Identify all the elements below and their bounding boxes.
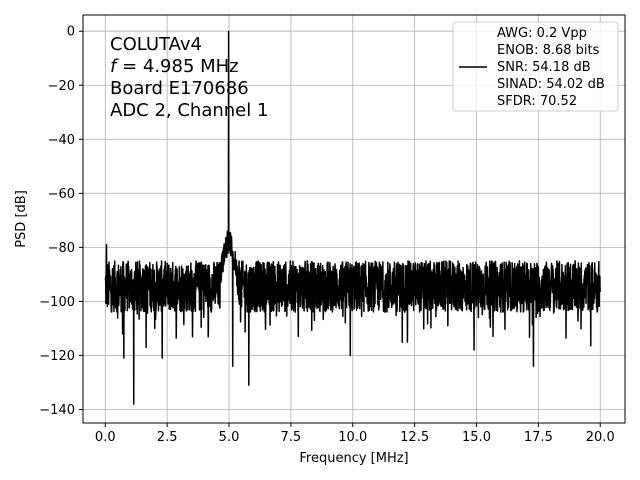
annotation-frequency-value: = 4.985 MHz (116, 56, 238, 77)
legend-sinad: SINAD: 54.02 dB (497, 77, 605, 92)
legend-sfdr: SFDR: 70.52 (497, 94, 577, 109)
annotation-frequency-variable: f (110, 56, 119, 77)
x-tick-label: 15.0 (462, 430, 491, 445)
y-tick-label: −80 (48, 241, 75, 256)
psd-trace (104, 30, 601, 405)
legend-box (452, 21, 619, 112)
x-tick-label: 10.0 (338, 430, 367, 445)
x-tick-label: 0.0 (95, 430, 116, 445)
x-tick-label: 20.0 (586, 430, 615, 445)
y-tick-label: −20 (48, 79, 75, 94)
series (104, 30, 601, 405)
annotation-line-3: Board E170686 (110, 78, 249, 99)
legend-snr: SNR: 54.18 dB (497, 60, 591, 75)
y-axis-label: PSD [dB] (14, 190, 29, 248)
x-axis-label: Frequency [MHz] (299, 451, 408, 466)
y-tick-label: −60 (48, 187, 75, 202)
ticks: 0.0 2.5 5.0 7.5 10.0 12.5 15.0 17.5 20.0 0 −20 −40 −… (39, 25, 614, 445)
annotation-line-2: f = 4.985 MHz (110, 56, 239, 77)
annotation-line-4: ADC 2, Channel 1 (110, 100, 268, 121)
y-tick-label: −100 (39, 295, 75, 310)
y-tick-label: −120 (39, 349, 75, 364)
x-tick-label: 2.5 (157, 430, 178, 445)
plot-frame (82, 14, 626, 424)
annotation-line-1: COLUTAv4 (110, 34, 202, 55)
y-tick-label: −140 (39, 403, 75, 418)
x-tick-label: 7.5 (281, 430, 302, 445)
chart-annotation: COLUTAv4 f = 4.985 MHz Board E170686 ADC… (110, 34, 268, 121)
x-tick-label: 17.5 (524, 430, 553, 445)
legend-enob: ENOB: 8.68 bits (497, 43, 600, 58)
x-tick-label: 12.5 (400, 430, 429, 445)
legend-awg: AWG: 0.2 Vpp (497, 26, 587, 41)
y-tick-label: −40 (48, 133, 75, 148)
legend: AWG: 0.2 Vpp ENOB: 8.68 bits SNR: 54.18 … (452, 21, 619, 112)
x-tick-label: 5.0 (219, 430, 240, 445)
y-tick-label: 0 (67, 25, 75, 40)
